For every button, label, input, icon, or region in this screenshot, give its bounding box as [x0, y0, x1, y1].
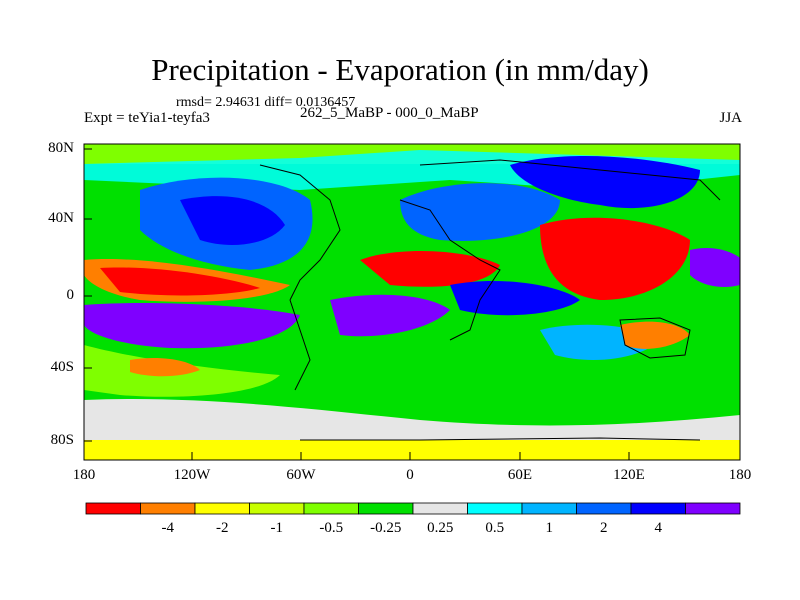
- experiment-label: Expt = teYia1-teyfa3: [84, 110, 210, 126]
- colorbar-label: -0.5: [319, 520, 344, 536]
- period-label: 262_5_MaBP - 000_0_MaBP: [300, 105, 479, 121]
- lon-label: 120E: [613, 467, 645, 483]
- colorbar-label: -0.25: [370, 520, 402, 536]
- colorbar-swatch: [521, 502, 577, 515]
- colorbar-swatch: [358, 502, 414, 515]
- colorbar-label: 2: [600, 520, 608, 536]
- axis-ticks: [84, 148, 630, 460]
- lon-label: 0: [406, 467, 414, 483]
- plot-frame: [83, 143, 741, 461]
- lat-label: 80S: [50, 432, 74, 448]
- lon-label: 60E: [507, 467, 533, 483]
- colorbar-swatch: [412, 502, 468, 515]
- colorbar: [85, 502, 741, 515]
- colorbar-label: 4: [654, 520, 663, 536]
- colorbar-label: -2: [216, 520, 229, 536]
- colorbar-swatch: [630, 502, 686, 515]
- lon-label: 180: [728, 467, 752, 483]
- colorbar-label: 0.25: [427, 520, 454, 536]
- colorbar-swatch: [685, 502, 741, 515]
- map-field: [84, 144, 740, 460]
- colorbar-label: -4: [161, 520, 175, 536]
- lat-label: 40S: [50, 359, 74, 375]
- colorbar-swatch: [85, 502, 141, 515]
- season-label: JJA: [719, 110, 742, 126]
- lon-label: 60W: [286, 467, 316, 483]
- lat-label: 0: [66, 287, 75, 303]
- figure-title: Precipitation - Evaporation (in mm/day): [151, 52, 649, 87]
- colorbar-swatch: [249, 502, 305, 515]
- colorbar-swatch: [576, 502, 632, 515]
- colorbar-swatch: [140, 502, 196, 515]
- lon-label: 120W: [173, 467, 211, 483]
- colorbar-swatch: [303, 502, 359, 515]
- stats-label: rmsd= 2.94631 diff= 0.0136457: [176, 95, 356, 110]
- lon-label: 180: [72, 467, 96, 483]
- lat-label: 80N: [48, 140, 74, 156]
- colorbar-swatch: [194, 502, 250, 515]
- colorbar-label: -1: [270, 520, 284, 536]
- colorbar-swatch: [467, 502, 523, 515]
- coastlines: [259, 159, 721, 441]
- colorbar-label: 1: [545, 520, 554, 536]
- colorbar-label: 0.5: [485, 520, 505, 536]
- lat-label: 40N: [48, 210, 74, 226]
